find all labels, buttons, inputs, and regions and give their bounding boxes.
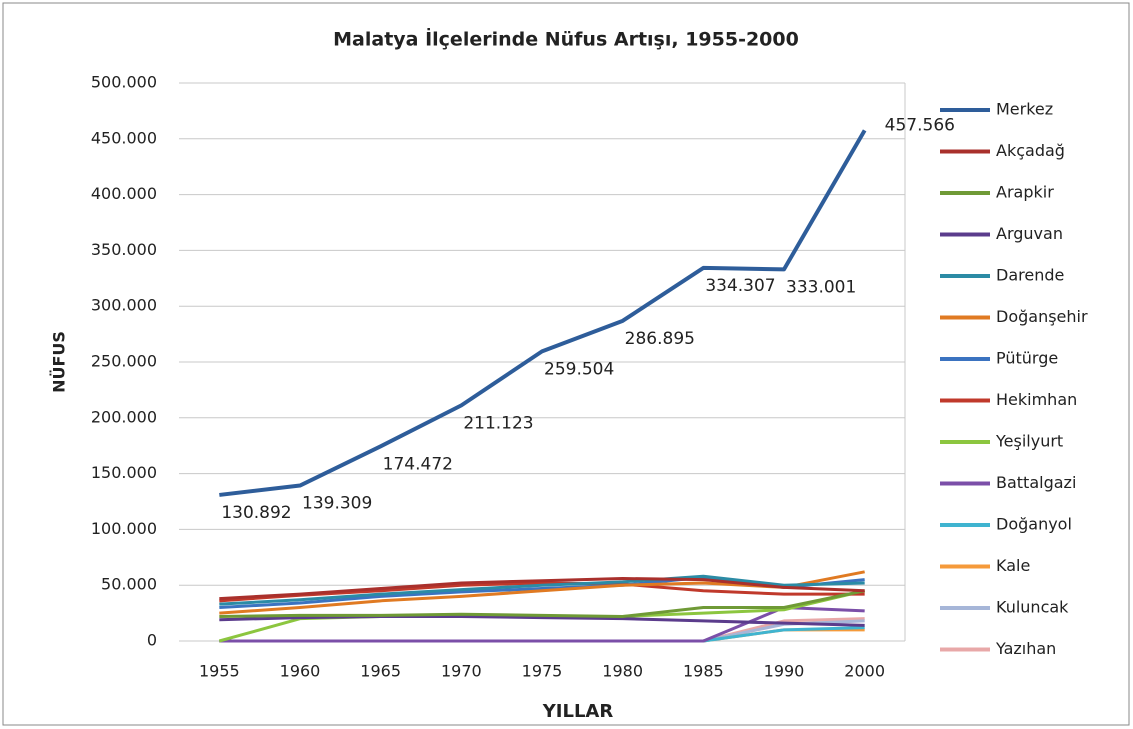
legend-label: Kale	[996, 556, 1030, 575]
data-label: 457.566	[885, 115, 955, 135]
y-tick-label: 50.000	[101, 575, 157, 594]
x-tick-label: 1965	[360, 662, 401, 681]
y-axis-label: NÜFUS	[50, 331, 69, 393]
legend-label: Hekimhan	[996, 390, 1077, 409]
series-line	[219, 574, 865, 606]
series-line	[219, 614, 865, 627]
y-tick-label: 0	[147, 631, 157, 650]
legend-label: Battalgazi	[996, 473, 1076, 492]
legend-label: Yeşilyurt	[995, 432, 1063, 451]
y-tick-label: 450.000	[91, 128, 157, 147]
data-label: 130.892	[221, 503, 291, 523]
legend-label: Darende	[996, 266, 1064, 285]
x-tick-label: 1980	[602, 662, 643, 681]
legend-label: Yazıhan	[995, 639, 1056, 658]
data-label: 259.504	[544, 359, 614, 379]
x-tick-label: 1955	[199, 662, 240, 681]
legend-label: Pütürge	[996, 349, 1058, 368]
y-tick-label: 500.000	[91, 73, 157, 92]
data-label: 211.123	[463, 413, 533, 433]
x-axis-label: YILLAR	[542, 701, 614, 722]
legend-label: Akçadağ	[996, 141, 1065, 160]
legend-label: Merkez	[996, 100, 1053, 119]
y-tick-label: 300.000	[91, 296, 157, 315]
series-line	[219, 129, 867, 497]
x-tick-label: 1990	[764, 662, 805, 681]
series-line	[219, 589, 865, 618]
x-tick-label: 2000	[844, 662, 885, 681]
data-label: 286.895	[625, 329, 695, 349]
legend-label: Doğanşehir	[996, 307, 1088, 326]
y-tick-label: 150.000	[91, 463, 157, 482]
y-tick-label: 350.000	[91, 240, 157, 259]
data-label: 139.309	[302, 494, 372, 514]
y-tick-label: 100.000	[91, 519, 157, 538]
legend-label: Arapkir	[996, 183, 1054, 202]
y-tick-label: 250.000	[91, 352, 157, 371]
x-tick-label: 1960	[280, 662, 321, 681]
x-tick-label: 1975	[522, 662, 563, 681]
series-line	[219, 606, 865, 643]
series-line	[219, 577, 865, 601]
data-label: 333.001	[786, 277, 856, 297]
chart-title: Malatya İlçelerinde Nüfus Artışı, 1955-2…	[333, 27, 799, 51]
x-tick-label: 1985	[683, 662, 724, 681]
data-label: 334.307	[705, 276, 775, 296]
legend-label: Arguvan	[996, 224, 1063, 243]
y-tick-label: 400.000	[91, 184, 157, 203]
legend-label: Doğanyol	[996, 515, 1072, 534]
legend-label: Kuluncak	[996, 598, 1069, 617]
data-label: 174.472	[383, 454, 453, 474]
y-tick-label: 200.000	[91, 407, 157, 426]
x-tick-label: 1970	[441, 662, 482, 681]
